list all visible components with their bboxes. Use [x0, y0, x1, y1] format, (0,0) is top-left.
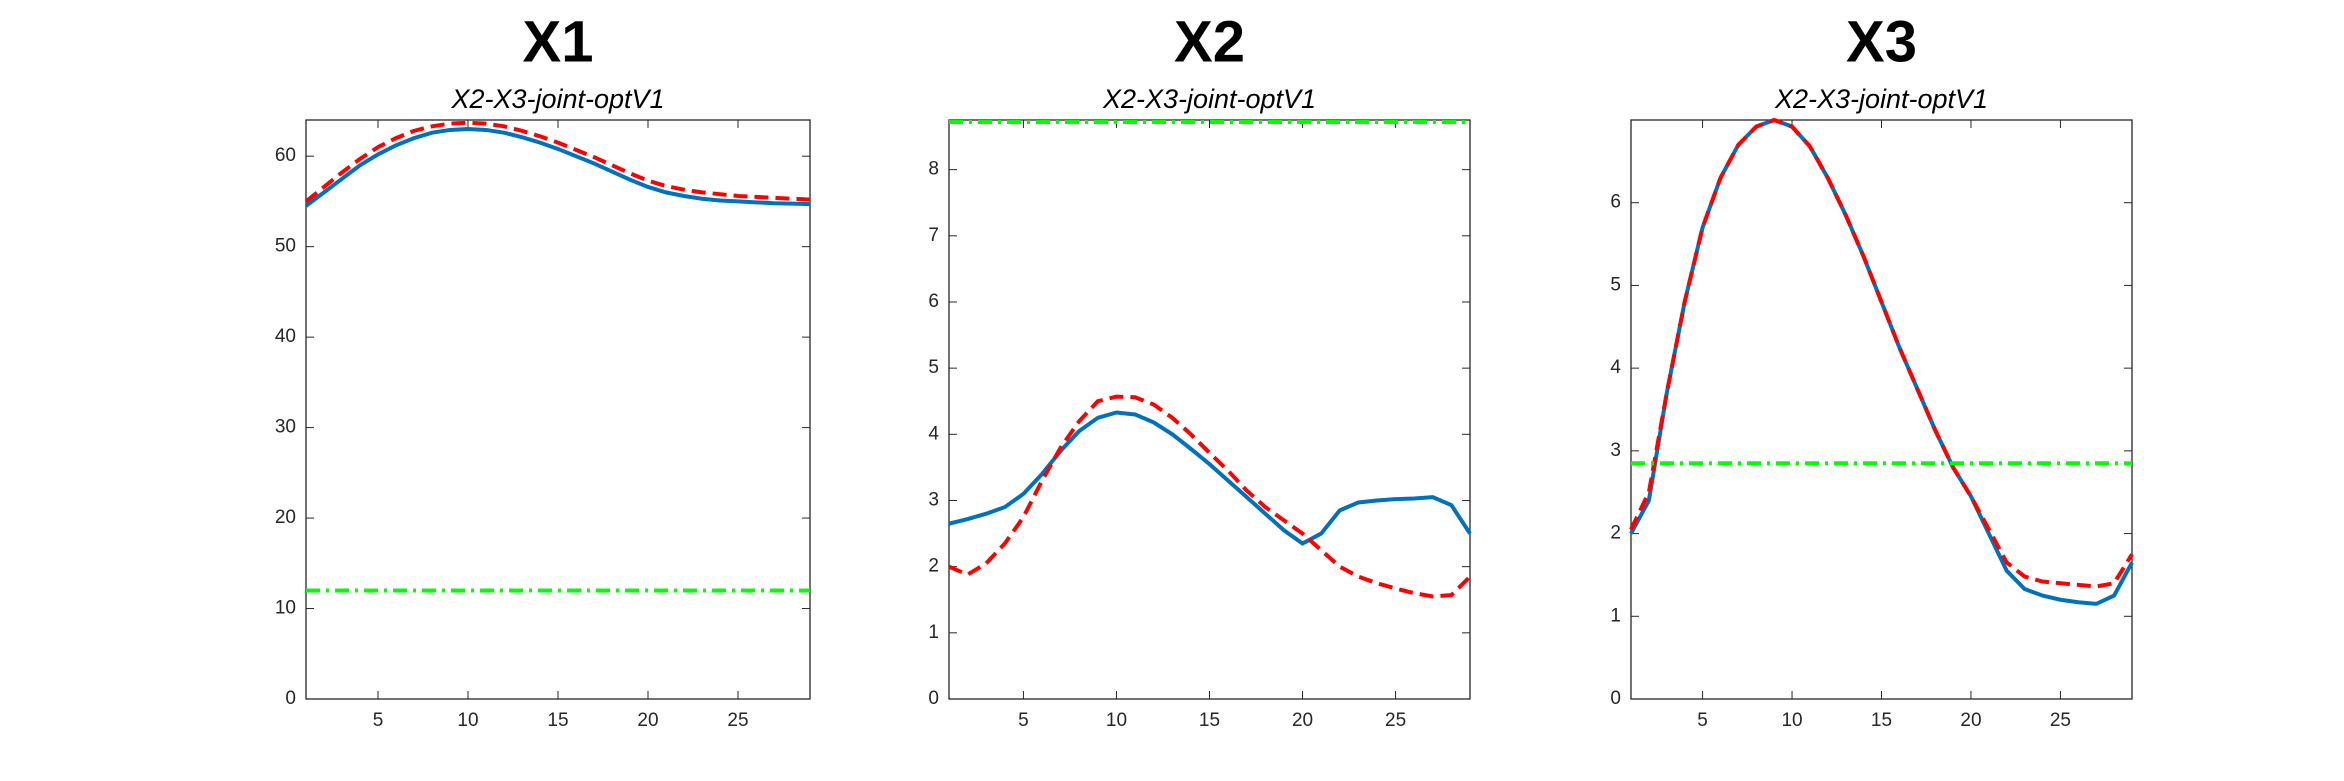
plot-area: [1630, 119, 2133, 700]
x-tick-label: 25: [2050, 710, 2071, 731]
y-tick-label: 5: [928, 357, 939, 378]
x-tick-label: 25: [1385, 710, 1406, 731]
y-tick-label: 5: [1610, 274, 1621, 295]
x-tick-label: 10: [1781, 710, 1802, 731]
y-tick-label: 20: [275, 507, 296, 528]
y-tick-label: 3: [1610, 440, 1621, 461]
series-line: [304, 127, 811, 208]
y-tick-label: 4: [928, 423, 939, 444]
y-tick-label: 4: [1610, 357, 1621, 378]
chart-subtitle: X2-X3-joint-optV1: [450, 84, 664, 114]
plot-area: [305, 119, 811, 700]
y-tick-label: 0: [285, 688, 296, 709]
y-tick-label: 0: [928, 688, 939, 709]
x-tick-label: 15: [547, 710, 568, 731]
series-line: [948, 394, 1472, 599]
y-tick-label: 60: [275, 145, 296, 166]
y-tick-label: 3: [928, 490, 939, 511]
x-tick-label: 5: [373, 710, 384, 731]
series-line: [948, 410, 1472, 546]
x-tick-label: 10: [1106, 710, 1127, 731]
y-tick-label: 6: [928, 291, 939, 312]
y-tick-label: 6: [1610, 192, 1621, 213]
y-tick-label: 2: [928, 556, 939, 577]
y-tick-label: 0: [1610, 688, 1621, 709]
y-tick-label: 7: [928, 225, 939, 246]
chart-subtitle: X2-X3-joint-optV1: [1102, 84, 1316, 114]
x-tick-label: 20: [637, 710, 658, 731]
x-tick-label: 5: [1697, 710, 1708, 731]
y-tick-label: 40: [275, 326, 296, 347]
series-line: [1629, 117, 2134, 589]
series-line: [304, 120, 811, 203]
y-tick-label: 50: [275, 236, 296, 257]
y-tick-label: 1: [1610, 605, 1621, 626]
chart-title: X3: [1846, 9, 1917, 74]
y-tick-label: 8: [928, 159, 939, 180]
x-tick-label: 5: [1018, 710, 1029, 731]
y-tick-label: 2: [1610, 523, 1621, 544]
x-tick-label: 25: [727, 710, 748, 731]
x-tick-label: 10: [457, 710, 478, 731]
chart-title: X2: [1174, 9, 1245, 74]
chart-title: X1: [523, 9, 594, 74]
x-tick-label: 20: [1960, 710, 1981, 731]
plot-area: [948, 119, 1471, 700]
x-tick-label: 15: [1199, 710, 1220, 731]
y-tick-label: 30: [275, 417, 296, 438]
y-tick-label: 10: [275, 598, 296, 619]
chart-subtitle: X2-X3-joint-optV1: [1774, 84, 1988, 114]
x-tick-label: 15: [1871, 710, 1892, 731]
x-tick-label: 20: [1292, 710, 1313, 731]
y-tick-label: 1: [928, 622, 939, 643]
